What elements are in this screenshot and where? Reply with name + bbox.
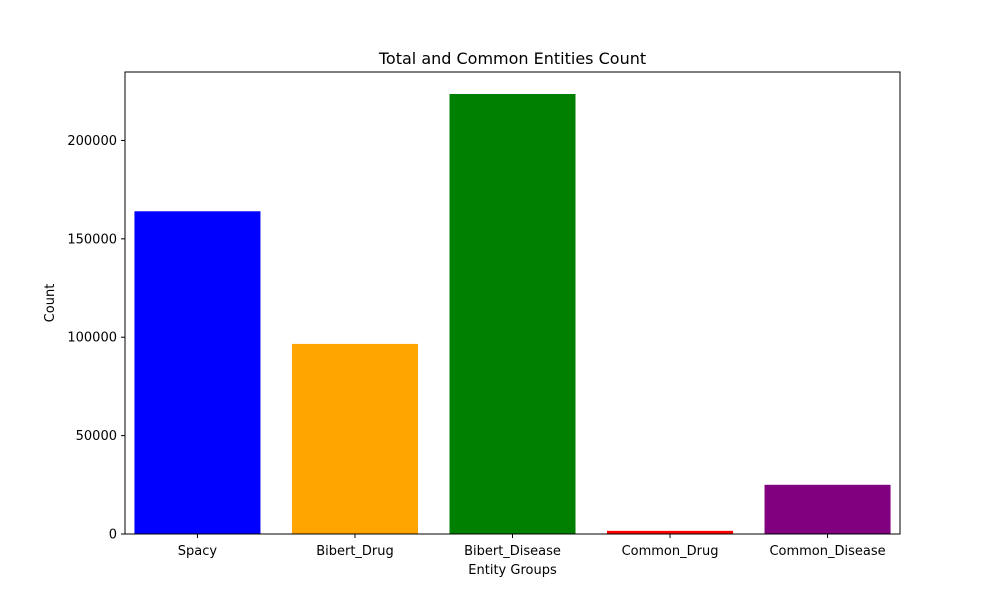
bar-bibert-disease <box>449 94 576 534</box>
y-tick-label: 50000 <box>76 429 117 444</box>
x-axis-label: Entity Groups <box>468 563 557 578</box>
bar-spacy <box>134 211 261 534</box>
y-tick-label: 200000 <box>67 134 117 149</box>
x-tick-label: Bibert_Drug <box>316 544 394 559</box>
x-tick-label: Bibert_Disease <box>464 544 561 559</box>
bar-bibert-drug <box>291 343 418 534</box>
chart-title: Total and Common Entities Count <box>378 49 646 68</box>
x-axis: Spacy Bibert_Drug Bibert_Disease Common_Dru… <box>178 534 886 559</box>
y-tick-label: 150000 <box>67 232 117 247</box>
x-tick-label: Common_Disease <box>769 544 885 559</box>
y-tick-label: 100000 <box>67 331 117 346</box>
bar-common-disease <box>764 484 891 534</box>
y-axis-label: Count <box>43 284 58 323</box>
bar-common-drug <box>607 530 734 534</box>
x-tick-label: Spacy <box>178 544 218 559</box>
x-tick-label: Common_Drug <box>622 544 719 559</box>
y-tick-label: 0 <box>109 528 117 543</box>
y-axis: 0 50000 100000 150000 200000 <box>67 134 125 543</box>
bars-group <box>134 94 891 534</box>
